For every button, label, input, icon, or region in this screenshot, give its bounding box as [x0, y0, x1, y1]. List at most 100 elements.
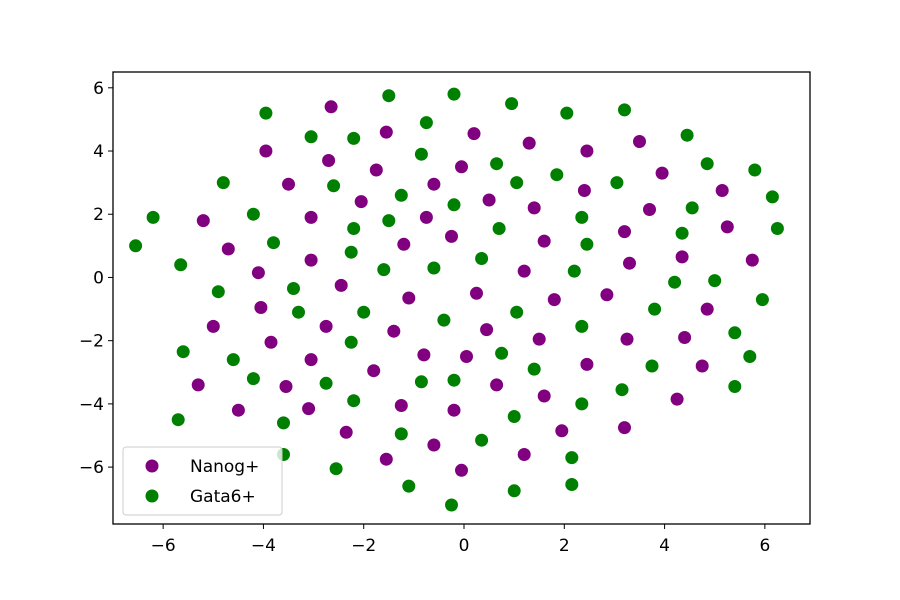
point-gata6-68	[507, 410, 521, 423]
point-gata6-24	[575, 210, 589, 224]
point-nanog-65	[427, 438, 441, 452]
point-gata6-60	[319, 376, 333, 390]
point-nanog-29	[745, 253, 759, 267]
point-gata6-52	[226, 353, 240, 367]
point-nanog-57	[490, 378, 504, 392]
point-gata6-40	[567, 264, 581, 278]
point-gata6-75	[402, 479, 416, 493]
point-gata6-59	[246, 372, 260, 386]
point-gata6-8	[419, 116, 433, 130]
point-nanog-13	[354, 195, 368, 209]
point-gata6-69	[575, 397, 589, 411]
point-gata6-61	[414, 375, 428, 389]
y-tick-label: 2	[93, 205, 104, 225]
x-tick-label: 4	[659, 536, 670, 556]
point-gata6-27	[129, 239, 143, 253]
point-nanog-24	[221, 242, 235, 256]
point-nanog-37	[470, 286, 483, 300]
point-nanog-7	[322, 154, 336, 167]
point-nanog-21	[527, 201, 541, 215]
point-gata6-54	[495, 346, 509, 360]
point-nanog-0	[324, 100, 338, 114]
legend-label-gata6: Gata6+	[190, 487, 256, 507]
point-gata6-41	[668, 275, 682, 289]
y-axis: −6 −4 −2 0 2 4 6	[79, 79, 113, 478]
point-nanog-28	[675, 250, 689, 264]
point-nanog-26	[445, 229, 458, 243]
point-gata6-51	[176, 345, 190, 359]
point-gata6-36	[344, 245, 358, 259]
point-gata6-46	[437, 313, 451, 327]
point-nanog-51	[678, 331, 692, 344]
point-gata6-19	[246, 207, 260, 221]
point-nanog-53	[191, 378, 205, 392]
y-tick-label: −2	[79, 332, 104, 352]
point-nanog-49	[460, 350, 473, 363]
point-gata6-11	[327, 179, 341, 193]
point-gata6-10	[216, 176, 230, 190]
point-gata6-64	[728, 380, 742, 393]
point-nanog-41	[206, 319, 220, 333]
point-nanog-55	[304, 353, 318, 367]
point-gata6-17	[748, 163, 762, 177]
point-nanog-70	[517, 448, 531, 461]
point-nanog-59	[231, 403, 245, 417]
point-nanog-46	[620, 332, 634, 346]
point-gata6-16	[700, 157, 714, 171]
point-gata6-63	[615, 383, 629, 397]
point-nanog-50	[580, 357, 594, 371]
point-gata6-39	[475, 252, 489, 265]
point-nanog-10	[455, 160, 468, 174]
point-nanog-30	[251, 266, 265, 280]
point-nanog-2	[467, 127, 481, 141]
point-gata6-50	[755, 293, 769, 307]
point-nanog-58	[537, 389, 551, 403]
point-gata6-3	[505, 97, 519, 111]
point-gata6-62	[447, 373, 461, 387]
y-tick-label: 0	[93, 268, 104, 288]
point-nanog-15	[577, 184, 591, 197]
point-nanog-40	[700, 302, 714, 316]
point-gata6-67	[347, 394, 361, 408]
point-gata6-31	[580, 237, 594, 251]
point-nanog-66	[555, 424, 569, 438]
y-tick-label: −6	[79, 458, 104, 478]
point-gata6-5	[618, 103, 631, 117]
point-gata6-0	[259, 106, 273, 120]
point-gata6-56	[645, 359, 659, 373]
point-gata6-77	[507, 484, 521, 498]
point-gata6-15	[610, 176, 624, 190]
point-gata6-21	[394, 188, 408, 202]
x-tick-label: 2	[559, 536, 570, 556]
point-gata6-13	[490, 157, 504, 171]
point-nanog-62	[447, 403, 461, 417]
legend-marker-gata6	[145, 489, 159, 503]
point-nanog-5	[633, 135, 646, 148]
point-nanog-3	[522, 136, 536, 150]
x-tick-label: −4	[251, 536, 276, 556]
point-gata6-35	[287, 282, 300, 295]
point-nanog-31	[304, 253, 318, 267]
point-nanog-32	[334, 278, 348, 292]
point-nanog-63	[670, 392, 684, 406]
point-gata6-66	[277, 416, 290, 430]
x-tick-label: 0	[459, 536, 470, 556]
point-nanog-18	[196, 214, 210, 228]
point-nanog-34	[623, 256, 636, 270]
point-gata6-72	[394, 427, 408, 441]
point-nanog-9	[427, 177, 441, 191]
point-gata6-20	[347, 222, 361, 235]
point-gata6-78	[565, 478, 579, 491]
point-gata6-71	[329, 462, 343, 476]
legend-label-nanog: Nanog+	[190, 457, 259, 477]
point-nanog-43	[387, 324, 401, 338]
points-layer	[129, 87, 784, 512]
point-nanog-68	[379, 452, 393, 466]
point-nanog-61	[394, 399, 408, 412]
point-nanog-23	[720, 220, 734, 234]
x-tick-label: −6	[151, 536, 176, 556]
point-gata6-43	[211, 285, 225, 299]
point-gata6-33	[770, 222, 784, 235]
point-nanog-22	[618, 225, 631, 239]
